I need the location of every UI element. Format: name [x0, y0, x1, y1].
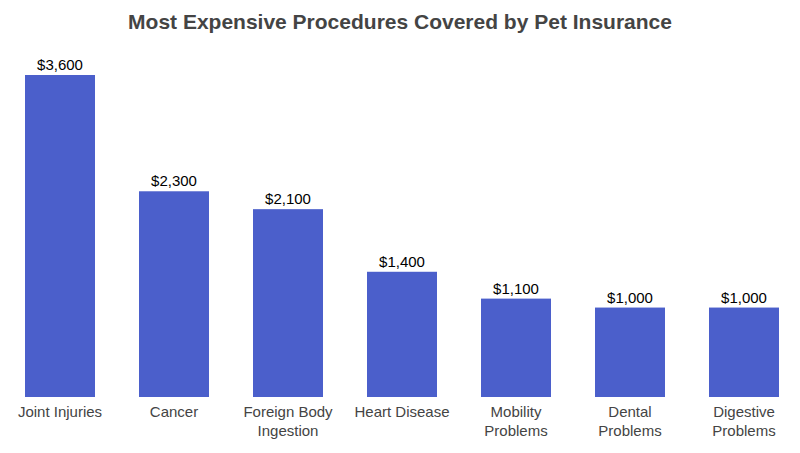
- data-label: $2,300: [151, 172, 197, 189]
- chart: Most Expensive Procedures Covered by Pet…: [0, 0, 800, 453]
- bar: [25, 75, 95, 397]
- bar: [253, 209, 323, 397]
- data-label: $1,100: [493, 280, 539, 297]
- data-label: $1,400: [379, 253, 425, 270]
- data-label: $1,000: [607, 289, 653, 306]
- category-label: Foreign BodyIngestion: [243, 403, 333, 439]
- data-label: $1,000: [721, 289, 767, 306]
- category-label: DentalProblems: [598, 403, 661, 439]
- category-label: MobilityProblems: [484, 403, 547, 439]
- category-label: Heart Disease: [354, 403, 449, 420]
- bar: [481, 299, 551, 397]
- chart-title: Most Expensive Procedures Covered by Pet…: [128, 10, 672, 33]
- bars: [25, 75, 779, 397]
- data-label: $2,100: [265, 190, 311, 207]
- bar: [139, 191, 209, 397]
- category-label: DigestiveProblems: [712, 403, 775, 439]
- category-label: Joint Injuries: [18, 403, 102, 420]
- bar: [595, 308, 665, 397]
- bar: [367, 272, 437, 397]
- bar: [709, 308, 779, 397]
- category-label: Cancer: [150, 403, 198, 420]
- data-label: $3,600: [37, 56, 83, 73]
- labels: $3,600 $2,300 $2,100 $1,400 $1,100 $1,000 $1,0…: [18, 56, 776, 439]
